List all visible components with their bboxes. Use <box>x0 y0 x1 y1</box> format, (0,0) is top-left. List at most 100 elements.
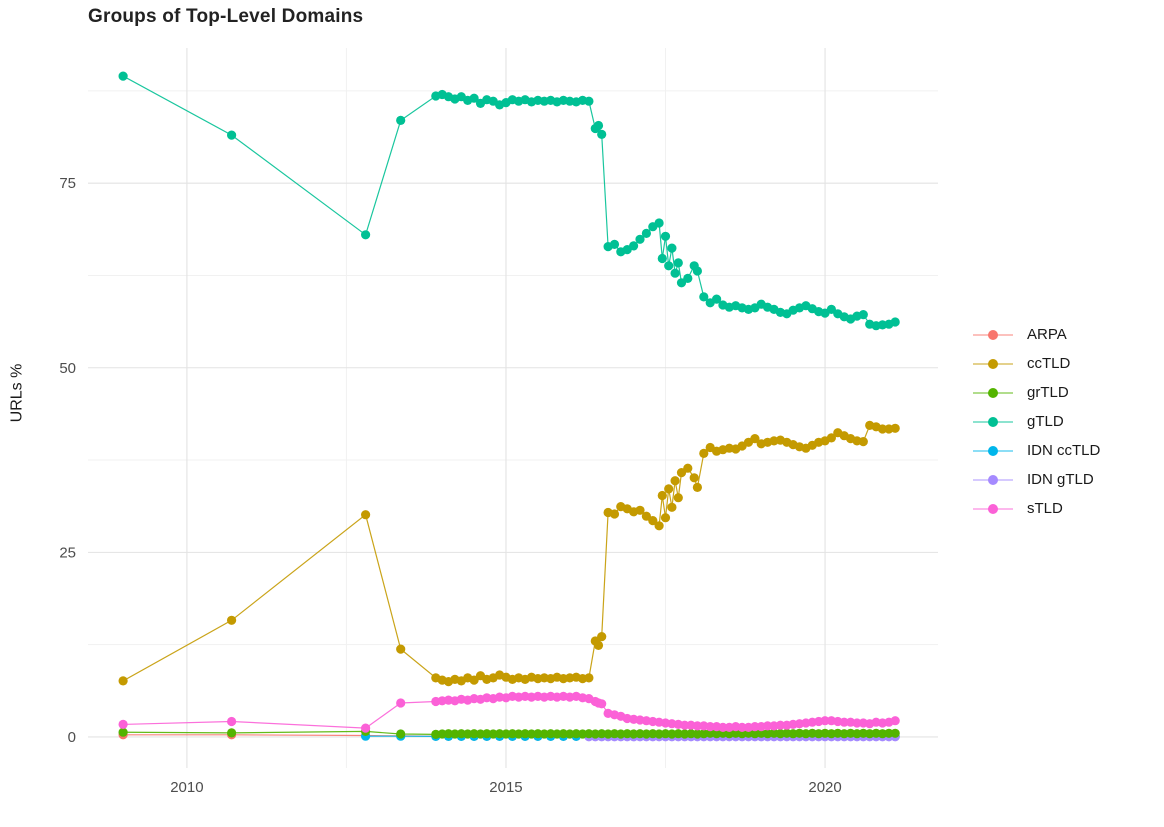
data-point-cctld <box>660 513 671 523</box>
data-point-gtld <box>118 71 128 81</box>
data-point-cctld <box>396 644 406 654</box>
legend-dot-icon <box>988 416 998 427</box>
data-point-cctld <box>635 505 645 515</box>
data-point-cctld <box>664 484 674 494</box>
data-point-cctld <box>667 502 677 512</box>
data-point-cctld <box>670 476 680 486</box>
data-point-grtld <box>118 727 128 737</box>
data-point-cctld <box>683 463 693 473</box>
data-point-cctld <box>689 473 699 483</box>
data-point-cctld <box>641 511 652 521</box>
data-point-stld <box>839 717 849 727</box>
data-point-grtld <box>396 729 406 739</box>
data-point-gtld <box>667 243 677 253</box>
legend-key-icon-idn-gtld <box>972 472 1014 488</box>
legend: ARPA ccTLD grTLD gTLD IDN ccTLD IDN gTLD sTLD <box>972 320 1100 523</box>
legend-label-stld: sTLD <box>1027 500 1063 517</box>
data-point-cctld <box>648 516 658 526</box>
data-point-stld <box>692 721 703 731</box>
series-line-cctld <box>122 424 896 683</box>
data-point-stld <box>737 722 747 733</box>
legend-key-icon-cctld <box>972 356 1014 372</box>
data-point-stld <box>227 716 237 727</box>
legend-item-gtld: gTLD <box>972 407 1100 436</box>
data-point-gtld <box>593 120 604 131</box>
data-point-gtld <box>609 239 620 249</box>
data-point-cctld <box>750 434 760 444</box>
data-point-cctld <box>469 675 479 685</box>
series-line-gtld <box>122 75 896 327</box>
data-point-stld <box>750 722 760 732</box>
data-point-gtld <box>699 292 709 302</box>
data-point-cctld <box>227 615 237 625</box>
data-point-gtld <box>858 310 868 320</box>
legend-dot-icon <box>988 503 998 514</box>
data-point-gtld <box>597 129 607 139</box>
legend-dot-icon <box>988 474 998 485</box>
data-point-cctld <box>890 423 900 433</box>
data-point-cctld <box>673 493 683 503</box>
data-point-stld <box>680 720 690 730</box>
y-tick-label: 25 <box>59 544 76 561</box>
data-point-cctld <box>593 640 604 651</box>
legend-item-arpa: ARPA <box>972 320 1100 349</box>
y-tick-label: 50 <box>59 360 76 377</box>
data-point-gtld <box>826 304 837 314</box>
data-point-gtld <box>657 253 667 264</box>
legend-dot-icon <box>988 329 998 340</box>
data-point-cctld <box>118 676 128 686</box>
data-point-grtld <box>227 728 237 738</box>
legend-key-icon-idn-cctld <box>972 443 1014 459</box>
y-tick-label: 0 <box>68 729 76 746</box>
legend-item-idn-cctld: IDN ccTLD <box>972 436 1100 465</box>
data-point-cctld <box>699 448 709 458</box>
data-point-stld <box>597 699 607 709</box>
data-point-cctld <box>609 509 620 519</box>
data-point-gtld <box>664 261 674 271</box>
legend-item-cctld: ccTLD <box>972 349 1100 378</box>
data-point-cctld <box>692 482 703 492</box>
data-point-gtld <box>361 230 371 240</box>
data-point-stld <box>118 719 128 730</box>
legend-key-icon-stld <box>972 501 1014 517</box>
data-point-stld <box>820 716 830 726</box>
x-tick-label: 2015 <box>489 779 522 796</box>
legend-label-idn-cctld: IDN ccTLD <box>1027 442 1101 459</box>
data-point-stld <box>705 722 715 732</box>
legend-item-grtld: grTLD <box>972 378 1100 407</box>
data-point-gtld <box>692 266 703 276</box>
data-point-cctld <box>361 510 371 520</box>
data-point-gtld <box>654 218 664 228</box>
data-point-cctld <box>877 424 888 434</box>
legend-label-arpa: ARPA <box>1027 326 1067 343</box>
chart-title: Groups of Top-Level Domains <box>88 6 364 27</box>
data-point-grtld <box>884 728 894 738</box>
data-point-cctld <box>654 521 664 531</box>
data-point-gtld <box>629 241 639 251</box>
legend-label-grtld: grTLD <box>1027 384 1069 401</box>
data-point-gtld <box>227 130 237 140</box>
legend-key-icon-arpa <box>972 327 1014 343</box>
legend-item-idn-gtld: IDN gTLD <box>972 465 1100 494</box>
data-point-gtld <box>641 228 652 238</box>
data-point-gtld <box>635 234 645 244</box>
data-point-gtld <box>396 115 406 125</box>
legend-key-icon-gtld <box>972 414 1014 430</box>
data-point-stld <box>852 718 862 728</box>
data-point-gtld <box>673 258 683 268</box>
data-point-stld <box>890 716 900 726</box>
x-tick-label: 2010 <box>170 779 203 796</box>
data-point-cctld <box>584 673 594 683</box>
data-point-stld <box>718 722 728 733</box>
data-point-gtld <box>890 317 900 327</box>
data-point-stld <box>775 720 786 730</box>
data-point-cctld <box>657 490 667 501</box>
legend-label-idn-gtld: IDN gTLD <box>1027 471 1094 488</box>
legend-label-cctld: ccTLD <box>1027 355 1071 372</box>
data-point-grtld <box>890 728 900 738</box>
data-point-cctld <box>597 632 607 642</box>
legend-key-icon-grtld <box>972 385 1014 401</box>
data-point-gtld <box>670 268 680 278</box>
